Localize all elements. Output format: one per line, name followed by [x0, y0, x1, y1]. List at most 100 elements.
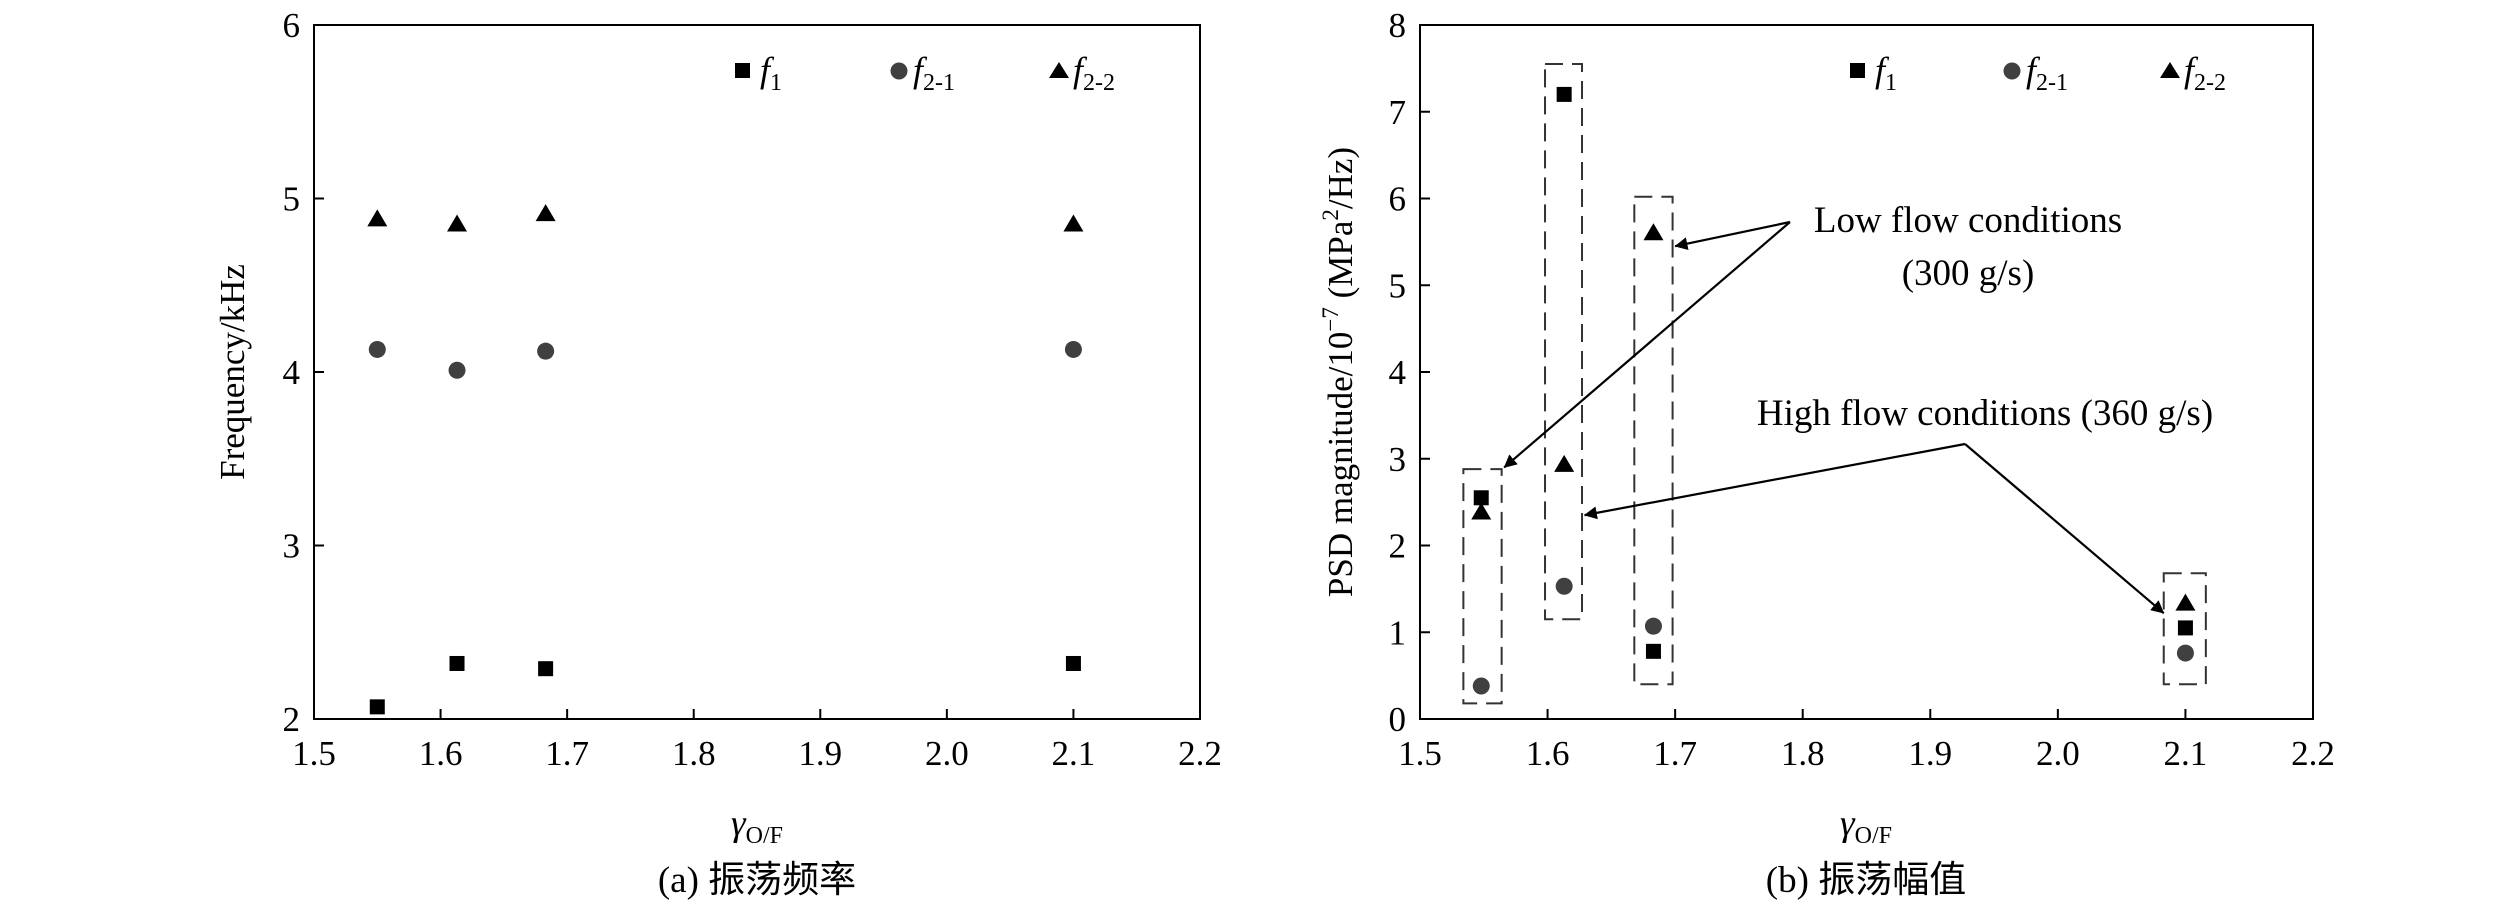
chart-b-x-label-gamma: γ	[1840, 803, 1856, 844]
annotation-arrow-high-flow	[1583, 442, 1966, 520]
chart-a-legend: f1 f2-1 f2-2	[735, 50, 1115, 96]
chart-b-x-tick-labels: 1.5 1.6 1.7 1.8 1.9 2.0 2.1 2.2	[1398, 734, 2335, 773]
annotation-arrow-high-flow	[1964, 443, 2165, 615]
chart-b-legend-f2-1: f2-1	[2026, 50, 2068, 96]
legend-circle-icon	[890, 62, 908, 80]
legend-square-icon	[735, 63, 750, 78]
chart-b-ticks	[1419, 24, 2314, 720]
y-tick-label: 7	[1389, 93, 1407, 132]
y-tick-label: 0	[1389, 700, 1407, 739]
y-tick-label: 1	[1389, 613, 1407, 652]
chart-a-legend-f1: f1	[760, 50, 782, 96]
chart-b-y-axis-label: PSD magnitude/10−7 (MPa2/Hz)	[1318, 147, 1360, 597]
legend-circle-icon	[2003, 62, 2021, 80]
y-tick-label: 4	[283, 353, 301, 392]
dashed-group-box	[1633, 195, 1674, 686]
annotation-high-flow-label: High flow conditions (360 g/s)	[1757, 393, 2213, 434]
chart-a-legend-f2-1: f2-1	[913, 50, 955, 96]
point-f2-1-circle	[537, 342, 555, 360]
y-tick-label: 2	[1389, 527, 1407, 566]
chart-a-y-tick-labels: 2 3 4 5 6	[283, 6, 301, 739]
chart-a-frequency: 1.5 1.6 1.7 1.8 1.9 2.0 2.1 2.2 2 3 4 5 6 Frequency…	[213, 6, 1222, 901]
y-tick-label: 6	[1389, 180, 1407, 219]
point-f2-2-triangle	[1554, 454, 1575, 472]
chart-a-x-axis-label: γO/F	[731, 803, 783, 849]
y-tick-label: 2	[283, 700, 301, 739]
chart-b-legend-f1: f1	[1875, 50, 1897, 96]
point-f2-2-triangle	[1643, 223, 1664, 241]
legend-triangle-icon	[2160, 62, 2180, 78]
x-tick-label: 2.0	[2036, 734, 2080, 773]
point-f2-1-circle	[368, 340, 386, 358]
x-tick-label: 2.2	[2291, 734, 2335, 773]
x-tick-label: 1.6	[419, 734, 463, 773]
dashed-group-box	[2162, 572, 2207, 686]
point-f2-2-triangle	[1063, 214, 1084, 232]
y-tick-label: 3	[1389, 440, 1407, 479]
chart-b-x-label-sub: O/F	[1855, 823, 1892, 849]
legend-triangle-icon	[1049, 62, 1069, 78]
x-tick-label: 2.1	[1052, 734, 1096, 773]
chart-b-annotation-arrows	[1503, 220, 2165, 615]
x-tick-label: 2.2	[1178, 734, 1222, 773]
chart-b-dashed-boxes	[1462, 63, 2207, 705]
chart-a-x-label-gamma: γ	[731, 803, 747, 844]
point-f1-square	[1065, 655, 1081, 671]
point-f2-2-triangle	[447, 214, 468, 232]
annotation-low-flow-line1: Low flow conditions	[1814, 200, 2122, 241]
point-f2-1-circle	[1644, 617, 1662, 635]
chart-a-y-axis-label: Frequency/kHz	[213, 264, 252, 480]
x-tick-label: 1.8	[1781, 734, 1825, 773]
annotation-low-flow-line2: (300 g/s)	[1902, 253, 2035, 294]
chart-b-caption: (b) 振荡幅值	[1766, 860, 1966, 901]
chart-a-legend-f2-2: f2-2	[1073, 50, 1115, 96]
point-f1-square	[1645, 643, 1661, 659]
point-f2-1-circle	[1555, 577, 1573, 595]
x-tick-label: 1.5	[1398, 734, 1442, 773]
chart-a-plot-frame	[313, 24, 1201, 720]
point-f2-1-circle	[448, 361, 466, 379]
annotation-arrow-low-flow	[1503, 221, 1791, 469]
dashed-group-box	[1544, 63, 1584, 621]
chart-b-y-tick-labels: 0 1 2 3 4 5 6 7 8	[1389, 6, 1407, 739]
legend-square-icon	[1850, 63, 1865, 78]
chart-a-caption: (a) 振荡频率	[658, 859, 856, 901]
y-tick-label: 6	[283, 6, 301, 45]
chart-a-x-label-sub: O/F	[746, 823, 783, 849]
annotation-arrow-low-flow	[1674, 220, 1791, 251]
point-f2-2-triangle	[367, 209, 388, 227]
point-f1-square	[1473, 490, 1489, 506]
point-f1-square	[369, 699, 385, 715]
chart-a-ticks	[313, 24, 1201, 720]
x-tick-label: 1.7	[545, 734, 589, 773]
chart-b-psd: 1.5 1.6 1.7 1.8 1.9 2.0 2.1 2.2 0 1 2 3 4 5 6 7 8 PSD m…	[1318, 6, 2335, 901]
chart-b-x-axis-label: γO/F	[1840, 803, 1892, 849]
point-f2-1-circle	[2176, 644, 2194, 662]
point-f1-square	[2177, 620, 2193, 636]
x-tick-label: 1.9	[1908, 734, 1952, 773]
x-tick-label: 2.0	[925, 734, 969, 773]
x-tick-label: 1.6	[1526, 734, 1570, 773]
chart-a-x-tick-labels: 1.5 1.6 1.7 1.8 1.9 2.0 2.1 2.2	[292, 734, 1222, 773]
point-f2-2-triangle	[2175, 593, 2196, 611]
chart-b-plot-frame	[1419, 24, 2314, 720]
y-tick-label: 5	[1389, 266, 1407, 305]
y-tick-label: 5	[283, 180, 301, 219]
point-f2-1-circle	[1064, 340, 1082, 358]
x-tick-label: 1.7	[1653, 734, 1697, 773]
point-f1-square	[449, 655, 465, 671]
x-tick-label: 1.9	[798, 734, 842, 773]
chart-a-points	[367, 204, 1084, 715]
point-f2-2-triangle	[535, 204, 556, 222]
y-tick-label: 8	[1389, 6, 1407, 45]
chart-b-points	[1471, 86, 2196, 695]
point-f1-square	[1556, 86, 1572, 102]
y-tick-label: 3	[283, 527, 301, 566]
point-f1-square	[538, 661, 554, 677]
point-f2-1-circle	[1472, 677, 1490, 695]
x-tick-label: 1.5	[292, 734, 336, 773]
y-tick-label: 4	[1389, 353, 1407, 392]
chart-b-legend: f1 f2-1 f2-2	[1850, 50, 2226, 96]
point-f2-2-triangle	[1471, 502, 1492, 520]
